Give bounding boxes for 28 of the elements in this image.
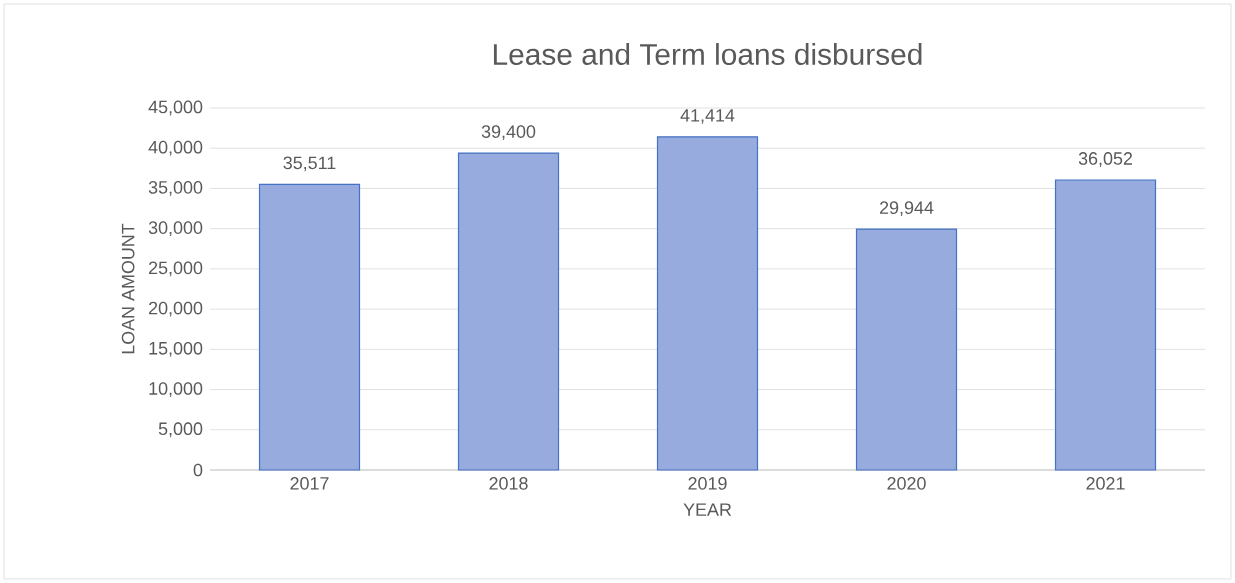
y-tick-label: 25,000 [149,261,203,277]
data-label: 41,414 [680,109,735,124]
bar [1054,179,1157,471]
y-tick-label: 15,000 [149,341,203,357]
data-label: 35,511 [283,156,336,172]
y-tick-label: 10,000 [149,382,203,397]
bar [258,183,361,471]
chart-title: Lease and Term loans disbursed [493,43,922,65]
y-tick-label: 45,000 [148,100,203,116]
x-tick-label: 2020 [887,477,926,490]
y-tick-label: 40,000 [148,140,203,156]
y-tick-label: 0 [193,463,203,477]
y-tick-label: 35,000 [148,181,203,196]
data-label: 36,052 [1078,152,1133,167]
data-label: 29,944 [879,201,934,217]
bar [457,152,560,471]
x-tick-label: 2018 [489,477,528,490]
x-axis-title: YEAR [683,503,732,516]
data-label: 39,400 [481,125,536,140]
x-tick-label: 2021 [1086,477,1125,490]
x-tick-label: 2017 [290,477,329,490]
y-tick-label: 20,000 [149,301,203,317]
y-tick-label: 5,000 [158,422,203,438]
y-tick-label: 30,000 [148,221,203,237]
x-tick-label: 2019 [688,477,727,490]
y-axis-title: LOAN AMOUNT [121,223,135,354]
bar [855,228,958,471]
bar [656,136,759,471]
